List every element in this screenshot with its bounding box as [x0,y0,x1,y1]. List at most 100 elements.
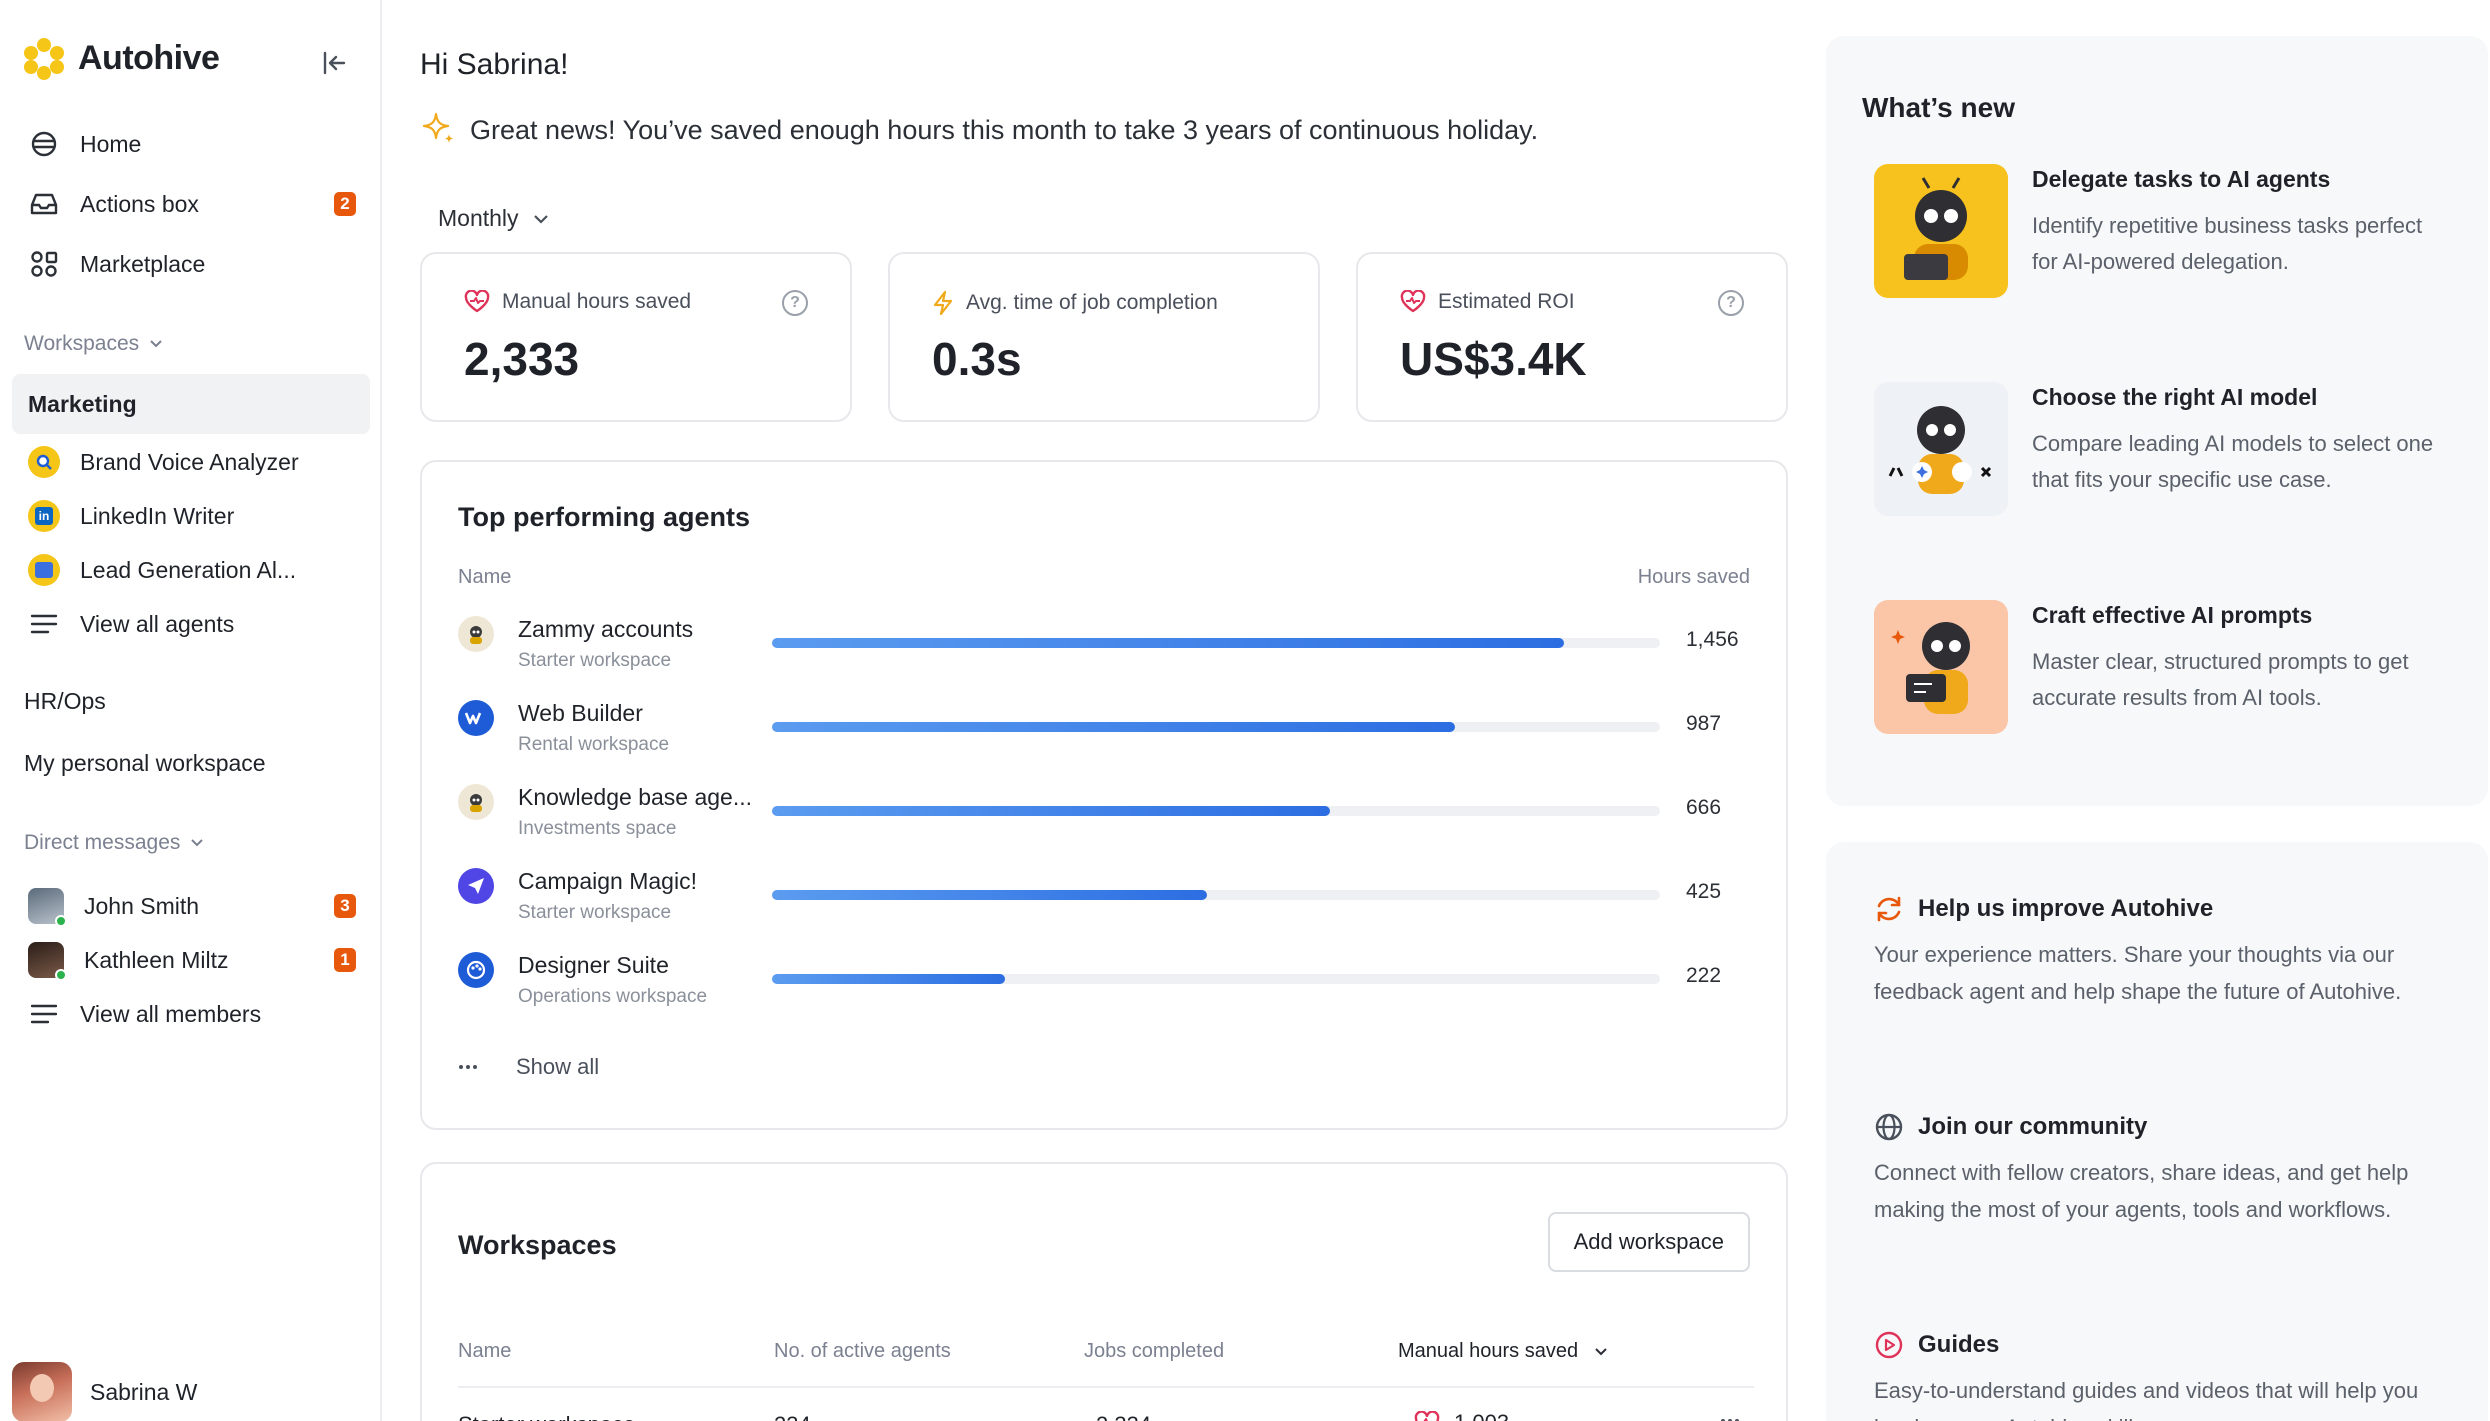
play-circle-icon [1875,1331,1903,1359]
user-profile-menu[interactable]: Sabrina W [12,1362,197,1421]
view-all-members-link[interactable]: View all members [12,988,370,1040]
workspace-hours-cell: 1,003 [1414,1410,1509,1421]
help-block-header: Join our community [1874,1112,2454,1142]
help-icon[interactable]: ? [1718,290,1744,316]
stat-value: 2,333 [464,333,580,385]
help-block-header: Guides [1874,1330,2454,1360]
view-all-agents-label: View all agents [80,610,235,637]
join-community-block[interactable]: Join our community Connect with fellow c… [1874,1112,2454,1228]
robot-bee-icon [458,616,494,652]
workspace-personal[interactable]: My personal workspace [24,750,266,776]
agent-row[interactable]: Campaign Magic! Starter workspace 425 [458,868,1754,938]
dm-kathleen-miltz[interactable]: Kathleen Miltz 1 [12,934,370,986]
globe-icon [1875,1113,1903,1141]
sidebar-agent-linkedin-writer[interactable]: in LinkedIn Writer [12,490,370,542]
add-workspace-button[interactable]: Add workspace [1547,1212,1750,1272]
period-dropdown[interactable]: Monthly [438,205,549,232]
workspace-hr-ops[interactable]: HR/Ops [24,688,106,714]
column-header-hours-sort[interactable]: Manual hours saved [1398,1340,1608,1363]
whats-new-item[interactable]: Craft effective AI prompts Master clear,… [1874,600,2464,740]
agent-name: Knowledge base age... [518,784,753,810]
hours-bar-fill [772,890,1208,900]
whats-new-item-desc: Master clear, structured prompts to get … [2032,649,2409,710]
chevron-down-icon [150,340,162,348]
sidebar-agent-brand-voice[interactable]: Brand Voice Analyzer [12,436,370,488]
sidebar: Autohive Home Actions box 2 Marketplace … [0,0,382,1421]
whats-new-item-title: Craft effective AI prompts [2032,602,2313,628]
brand-logo[interactable]: Autohive [24,38,220,80]
table-divider [458,1386,1754,1388]
inbox-icon [28,188,60,220]
agent-workspace: Starter workspace [518,902,672,923]
sidebar-agent-label: LinkedIn Writer [80,502,235,529]
help-card: Help us improve Autohive Your experience… [1826,842,2488,1421]
hours-bar-track [772,722,1660,732]
chevron-down-icon [1595,1347,1607,1355]
nav-actions-box[interactable]: Actions box 2 [12,176,370,232]
agent-hours: 425 [1686,880,1722,903]
stat-label: Estimated ROI [1438,290,1575,313]
nav-marketplace[interactable]: Marketplace [12,236,370,292]
online-status-dot [55,915,67,927]
help-block-title: Help us improve Autohive [1918,895,2214,922]
heart-pulse-icon [1414,1411,1440,1421]
collapse-sidebar-button[interactable] [318,46,352,80]
help-block-desc: Connect with fellow creators, share idea… [1874,1160,2409,1222]
direct-messages-section-toggle[interactable]: Direct messages [24,831,204,855]
heart-pulse-icon [464,290,490,313]
agent-row[interactable]: Designer Suite Operations workspace 222 [458,952,1754,1022]
main-content: Hi Sabrina! Great news! You’ve saved eno… [420,0,1790,1421]
column-header-jobs: Jobs completed [1084,1340,1225,1362]
user-name: Sabrina W [90,1378,198,1405]
row-more-menu[interactable] [1720,1404,1740,1421]
home-icon [28,128,60,160]
autohive-logo-icon [24,38,64,80]
agent-row[interactable]: Web Builder Rental workspace 987 [458,700,1754,770]
workspace-marketing[interactable]: Marketing [12,374,370,434]
stat-label: Avg. time of job completion [966,291,1218,314]
agent-row[interactable]: Knowledge base age... Investments space … [458,784,1754,854]
panel-title: Top performing agents [458,502,751,532]
agent-row[interactable]: Zammy accounts Starter workspace 1,456 [458,616,1754,686]
workspaces-panel: Workspaces Add workspace Name No. of act… [420,1162,1788,1421]
help-block-title: Guides [1918,1331,2000,1358]
nav-home-label: Home [80,130,142,157]
workspace-active-agents: 234 [774,1412,811,1421]
guides-block[interactable]: Guides Easy-to-understand guides and vid… [1874,1330,2454,1421]
help-block-desc: Easy-to-understand guides and videos tha… [1874,1378,2419,1421]
dm-john-smith[interactable]: John Smith 3 [12,880,370,932]
help-block-title: Join our community [1918,1113,2148,1140]
hours-bar-fill [772,806,1330,816]
online-status-dot [55,969,67,981]
dm-member-label: John Smith [84,892,200,919]
lightning-icon [933,290,953,316]
direct-messages-label: Direct messages [24,831,181,854]
whats-new-item[interactable]: Delegate tasks to AI agents Identify rep… [1874,164,2464,304]
help-improve-block[interactable]: Help us improve Autohive Your experience… [1874,894,2454,1010]
avatar [28,942,67,981]
stat-label: Manual hours saved [502,290,692,313]
agent-workspace: Starter workspace [518,650,672,671]
show-all-agents-link[interactable]: Show all [458,1054,599,1080]
stat-card-header: Avg. time of job completion [932,290,1218,316]
panel-title: Workspaces [458,1230,617,1260]
sparkle-icon [422,112,454,143]
help-icon[interactable]: ? [782,290,808,316]
workspace-marketing-label: Marketing [28,390,137,417]
stat-card-hours-saved: Manual hours saved ? 2,333 [420,252,852,422]
view-all-agents-link[interactable]: View all agents [12,598,370,650]
workspaces-section-toggle[interactable]: Workspaces [24,332,163,356]
nav-home[interactable]: Home [12,116,370,172]
refresh-feedback-icon [1877,896,1901,922]
whats-new-item[interactable]: Choose the right AI model Compare leadin… [1874,382,2464,522]
avatar [28,888,67,927]
list-icon [28,608,60,640]
view-all-members-label: View all members [80,1000,262,1027]
sidebar-agent-lead-generation[interactable]: Lead Generation Al... [12,544,370,596]
help-block-header: Help us improve Autohive [1874,894,2454,924]
nav-marketplace-label: Marketplace [80,250,206,277]
show-all-label: Show all [516,1054,600,1079]
more-horizontal-icon [459,1065,477,1069]
sidebar-agent-label: Lead Generation Al... [80,556,297,583]
brand-name: Autohive [78,38,220,77]
